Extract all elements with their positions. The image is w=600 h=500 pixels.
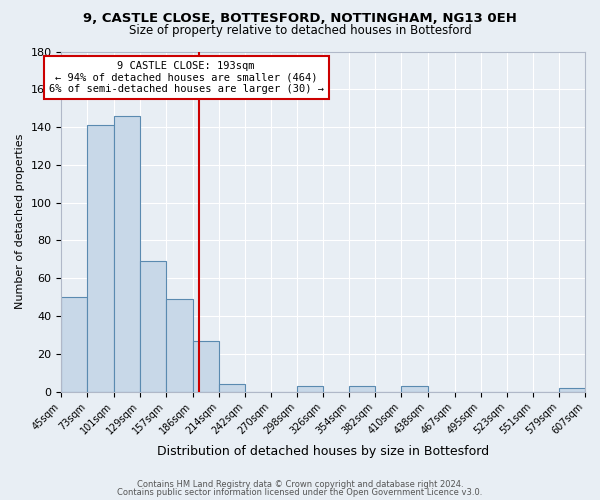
Bar <box>349 386 376 392</box>
Bar <box>113 116 140 392</box>
Bar <box>140 261 166 392</box>
Bar <box>88 125 113 392</box>
X-axis label: Distribution of detached houses by size in Bottesford: Distribution of detached houses by size … <box>157 444 489 458</box>
Text: Contains public sector information licensed under the Open Government Licence v3: Contains public sector information licen… <box>118 488 482 497</box>
Bar <box>297 386 323 392</box>
Bar <box>559 388 585 392</box>
Text: Contains HM Land Registry data © Crown copyright and database right 2024.: Contains HM Land Registry data © Crown c… <box>137 480 463 489</box>
Bar <box>193 340 219 392</box>
Bar <box>61 297 88 392</box>
Text: Size of property relative to detached houses in Bottesford: Size of property relative to detached ho… <box>128 24 472 37</box>
Y-axis label: Number of detached properties: Number of detached properties <box>15 134 25 309</box>
Bar <box>219 384 245 392</box>
Bar <box>166 299 193 392</box>
Bar <box>401 386 428 392</box>
Text: 9 CASTLE CLOSE: 193sqm
← 94% of detached houses are smaller (464)
6% of semi-det: 9 CASTLE CLOSE: 193sqm ← 94% of detached… <box>49 61 324 94</box>
Text: 9, CASTLE CLOSE, BOTTESFORD, NOTTINGHAM, NG13 0EH: 9, CASTLE CLOSE, BOTTESFORD, NOTTINGHAM,… <box>83 12 517 26</box>
